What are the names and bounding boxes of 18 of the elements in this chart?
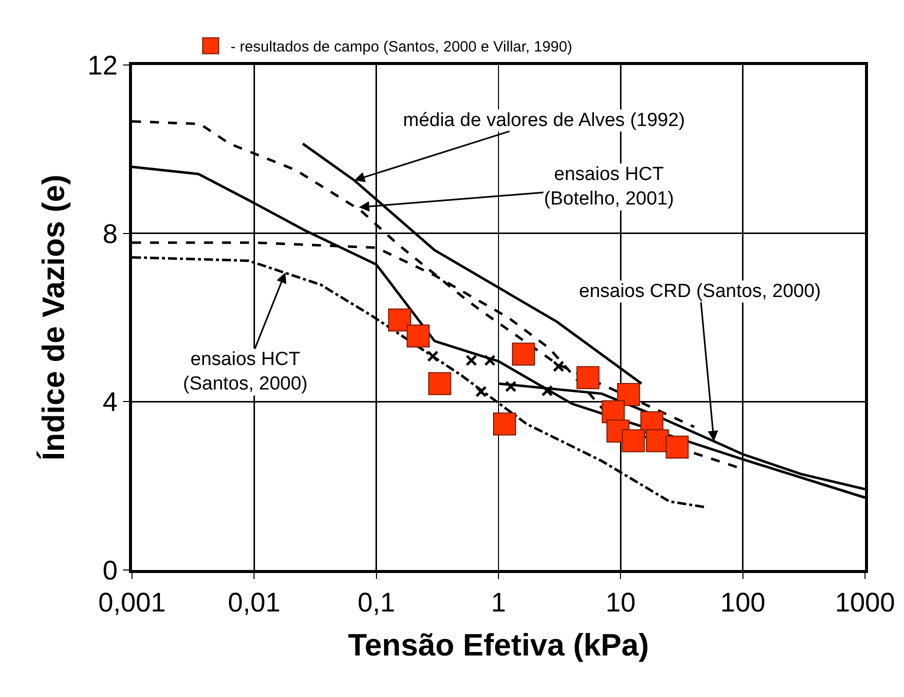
x-tick-label: 1000 [834, 587, 896, 618]
annotation: ensaios HCT (Botelho, 2001) [544, 164, 674, 210]
x-tick-label: 10 [606, 587, 636, 618]
annotation: ensaios HCT (Santos, 2000) [183, 349, 308, 395]
annotation: média de valores de Alves (1992) [403, 110, 685, 131]
y-tick-label: 0 [102, 555, 118, 586]
x-tick-label: 0,01 [228, 587, 280, 618]
x-axis-title: Tensão Efetiva (kPa) [348, 628, 649, 663]
annotation: ensaios CRD (Santos, 2000) [579, 281, 821, 302]
y-tick-label: 4 [102, 387, 118, 418]
y-tick-label: 12 [88, 50, 118, 80]
x-tick-label: 1 [490, 587, 506, 618]
x-tick-label: 0,001 [98, 587, 166, 618]
y-tick-label: 8 [102, 218, 118, 249]
x-tick-label: 0,1 [358, 587, 396, 618]
y-axis-title: Índice de Vazios (e) [36, 174, 72, 460]
legend-label: - resultados de campo (Santos, 2000 e Villar, 1990) [230, 38, 572, 56]
x-tick-label: 100 [720, 587, 766, 618]
